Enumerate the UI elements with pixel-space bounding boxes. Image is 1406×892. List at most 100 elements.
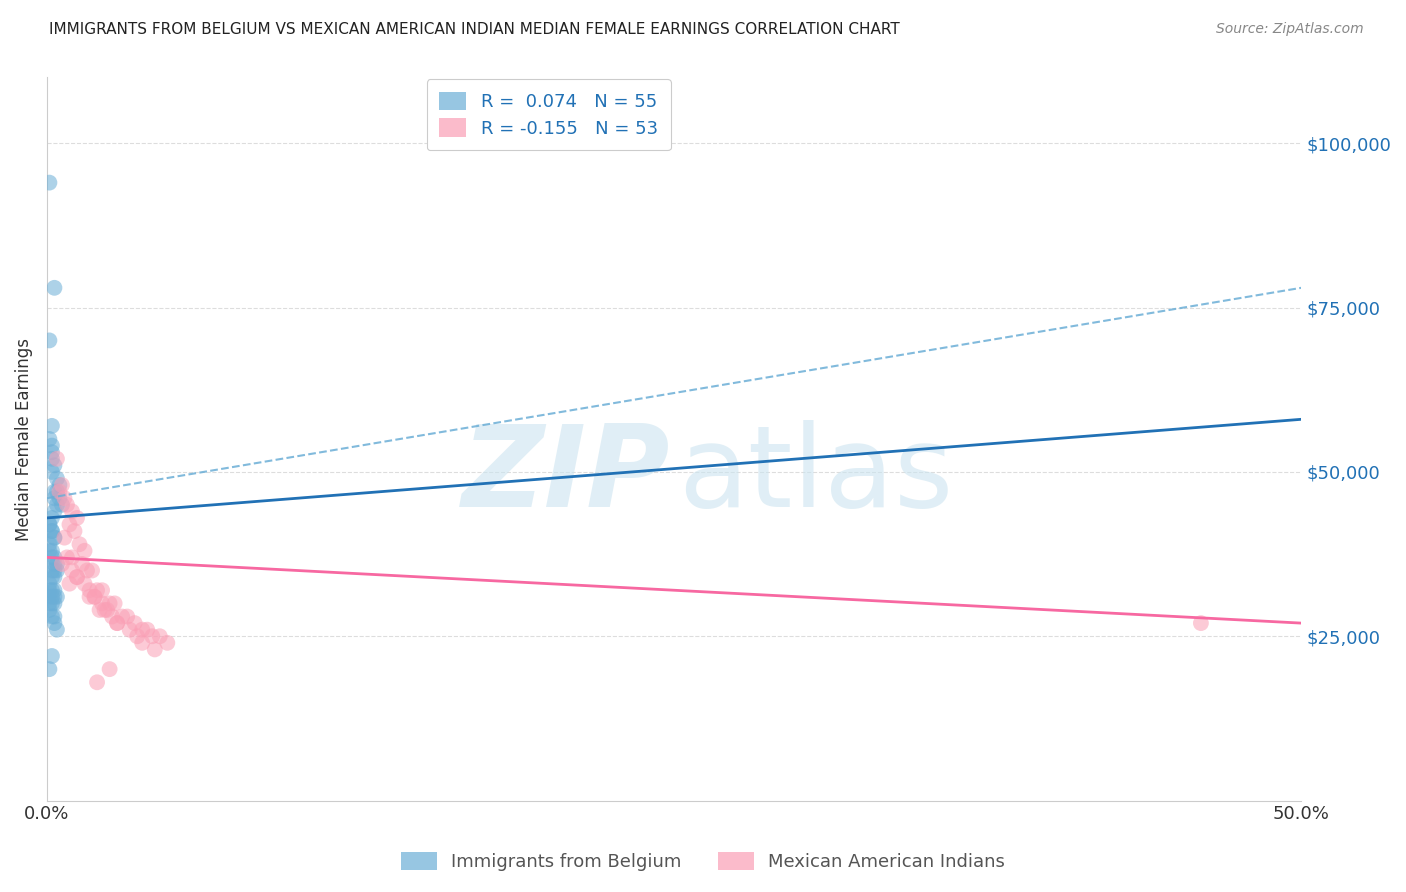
Point [104, 596, 127, 610]
Legend: R =  0.074   N = 55, R = -0.155   N = 53: R = 0.074 N = 55, R = -0.155 N = 53 [426, 79, 671, 151]
Point [149, 629, 172, 643]
Point [45, 623, 67, 637]
Point [91, 583, 114, 598]
Point [131, 623, 153, 637]
Point [79, 583, 101, 598]
Point [45, 484, 67, 499]
Point [118, 623, 141, 637]
Point [44, 504, 66, 518]
Point [38, 517, 60, 532]
Point [41, 609, 63, 624]
Point [98, 662, 121, 676]
Point [48, 478, 70, 492]
Point [91, 596, 114, 610]
Point [56, 498, 79, 512]
Point [48, 484, 70, 499]
Point [38, 334, 60, 348]
Point [58, 576, 80, 591]
Point [41, 445, 63, 459]
Point [44, 590, 66, 604]
Point [44, 458, 66, 473]
Point [44, 609, 66, 624]
Point [69, 537, 91, 551]
Point [76, 564, 98, 578]
Point [44, 281, 66, 295]
Point [63, 524, 86, 538]
Point [41, 596, 63, 610]
Point [45, 498, 67, 512]
Point [60, 550, 83, 565]
Point [60, 564, 83, 578]
Point [98, 596, 121, 610]
Point [156, 636, 179, 650]
Point [45, 451, 67, 466]
Point [66, 570, 89, 584]
Point [44, 557, 66, 571]
Point [51, 498, 73, 512]
Point [143, 642, 166, 657]
Point [45, 471, 67, 485]
Point [44, 484, 66, 499]
Point [38, 517, 60, 532]
Point [79, 590, 101, 604]
Point [38, 432, 60, 446]
Point [44, 550, 66, 565]
Point [41, 524, 63, 538]
Point [131, 636, 153, 650]
Point [53, 531, 76, 545]
Point [41, 465, 63, 479]
Point [86, 583, 108, 598]
Point [93, 603, 115, 617]
Point [70, 557, 93, 571]
Point [41, 524, 63, 538]
Point [127, 629, 149, 643]
Text: Source: ZipAtlas.com: Source: ZipAtlas.com [1216, 22, 1364, 37]
Point [38, 537, 60, 551]
Point [58, 517, 80, 532]
Point [41, 590, 63, 604]
Point [45, 564, 67, 578]
Point [41, 583, 63, 598]
Point [41, 439, 63, 453]
Point [45, 557, 67, 571]
Point [38, 662, 60, 676]
Y-axis label: Median Female Earnings: Median Female Earnings [15, 337, 32, 541]
Point [38, 596, 60, 610]
Point [45, 590, 67, 604]
Point [44, 616, 66, 631]
Point [44, 531, 66, 545]
Point [1189, 616, 1212, 631]
Point [115, 609, 138, 624]
Point [73, 576, 96, 591]
Point [44, 564, 66, 578]
Point [41, 550, 63, 565]
Point [89, 603, 111, 617]
Point [44, 583, 66, 598]
Point [66, 511, 89, 525]
Point [51, 557, 73, 571]
Point [41, 451, 63, 466]
Point [83, 590, 105, 604]
Point [141, 629, 163, 643]
Point [44, 570, 66, 584]
Text: ZIP: ZIP [461, 420, 671, 531]
Point [136, 623, 159, 637]
Point [44, 596, 66, 610]
Legend: Immigrants from Belgium, Mexican American Indians: Immigrants from Belgium, Mexican America… [394, 845, 1012, 879]
Point [56, 550, 79, 565]
Point [41, 570, 63, 584]
Point [38, 576, 60, 591]
Point [41, 564, 63, 578]
Point [101, 609, 124, 624]
Point [105, 616, 128, 631]
Point [41, 511, 63, 525]
Point [53, 491, 76, 506]
Text: atlas: atlas [678, 420, 953, 531]
Point [44, 491, 66, 506]
Point [124, 616, 146, 631]
Point [51, 478, 73, 492]
Point [48, 491, 70, 506]
Point [83, 590, 105, 604]
Point [96, 603, 118, 617]
Point [80, 564, 103, 578]
